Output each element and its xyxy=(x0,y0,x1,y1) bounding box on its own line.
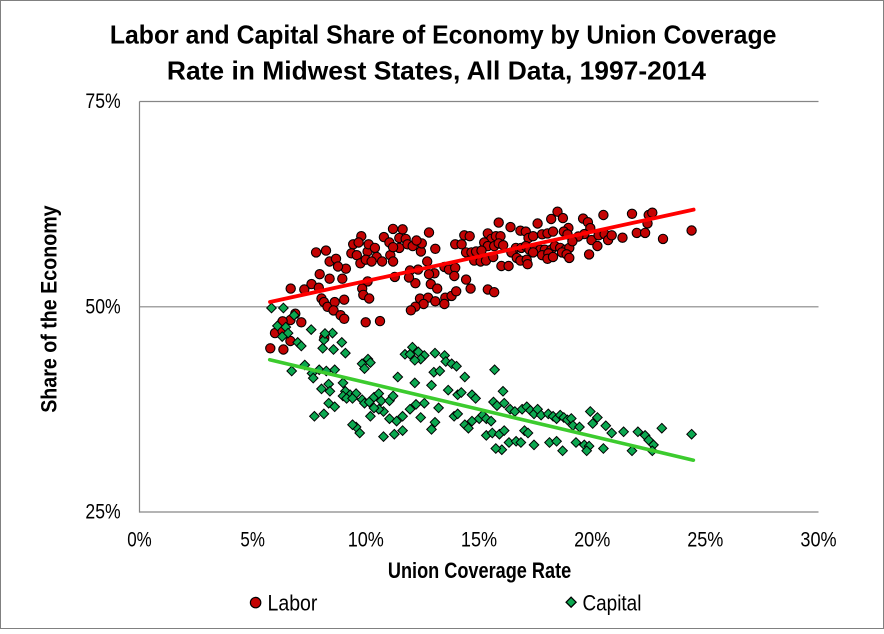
svg-text:Share of the Economy: Share of the Economy xyxy=(37,205,62,413)
svg-text:Union Coverage Rate: Union Coverage Rate xyxy=(388,558,571,583)
svg-text:10%: 10% xyxy=(348,529,384,552)
svg-text:0%: 0% xyxy=(127,529,152,552)
svg-text:25%: 25% xyxy=(687,529,723,552)
svg-text:Capital: Capital xyxy=(583,590,642,615)
svg-text:5%: 5% xyxy=(240,529,265,552)
svg-text:25%: 25% xyxy=(85,501,120,524)
svg-text:Rate in Midwest States, All Da: Rate in Midwest States, All Data, 1997-2… xyxy=(167,56,707,86)
svg-text:Labor and Capital Share of Eco: Labor and Capital Share of Economy by Un… xyxy=(110,19,777,49)
svg-text:Labor: Labor xyxy=(268,590,318,615)
svg-text:20%: 20% xyxy=(574,529,610,552)
svg-text:50%: 50% xyxy=(85,296,120,319)
svg-text:75%: 75% xyxy=(85,90,120,113)
svg-text:30%: 30% xyxy=(800,529,836,552)
svg-text:15%: 15% xyxy=(461,529,497,552)
